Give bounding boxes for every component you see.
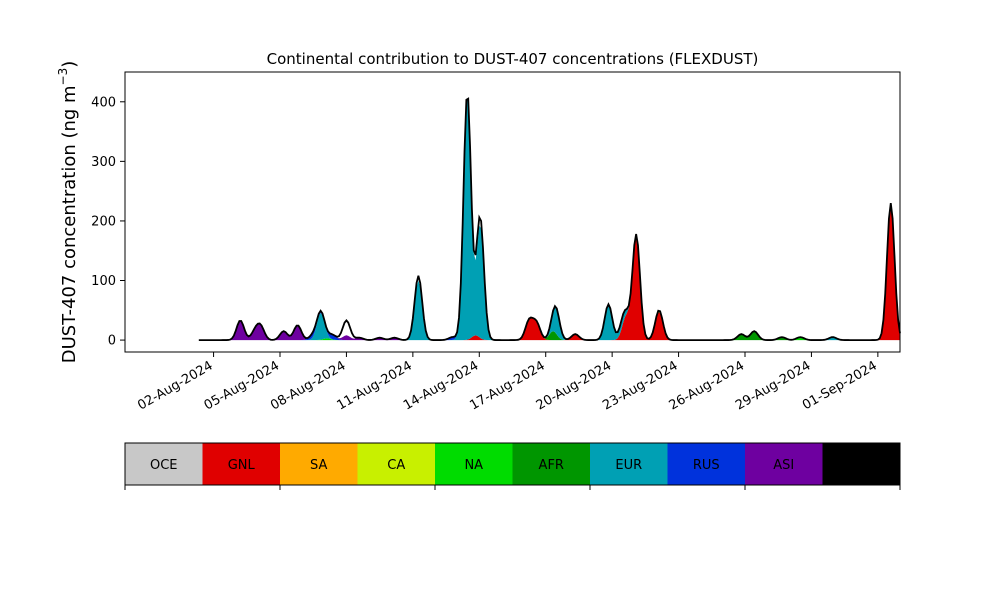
- x-tick-label: 29-Aug-2024: [733, 358, 813, 413]
- colorbar-label-aus: AUS: [848, 458, 875, 473]
- colorbar-label-gnl: GNL: [228, 458, 256, 473]
- colorbar-label-asi: ASI: [773, 458, 794, 473]
- y-axis-label: DUST-407 concentration (ng m−3): [56, 61, 80, 364]
- colorbar-swatch-eur: [590, 443, 668, 485]
- colorbar-swatch-aus: [822, 443, 901, 485]
- colorbar-swatch-oce: [125, 443, 203, 485]
- colorbar-label-sa: SA: [310, 458, 327, 473]
- y-tick-label: 200: [91, 214, 116, 229]
- y-axis-label-main: DUST-407 concentration (ng m: [59, 85, 80, 363]
- chart-title: Continental contribution to DUST-407 con…: [267, 50, 759, 68]
- colorbar-swatch-afr: [512, 443, 591, 485]
- area-rus: [198, 98, 900, 341]
- area-gnl: [198, 203, 900, 341]
- stacked-area-layers: [198, 98, 900, 341]
- colorbar-label-ca: CA: [387, 458, 405, 473]
- area-asi: [198, 98, 900, 341]
- y-axis-label-superscript: −3: [56, 68, 70, 86]
- area-na: [198, 203, 900, 341]
- colorbar-swatch-sa: [280, 443, 358, 485]
- y-axis: 0 100 200 300 400: [91, 95, 125, 349]
- colorbar-swatch-na: [435, 443, 513, 485]
- colorbar-label-na: NA: [464, 458, 483, 473]
- total-concentration-line: [198, 97, 901, 341]
- colorbar-swatch-asi: [745, 443, 823, 485]
- plot-frame: [124, 71, 901, 353]
- colorbar-swatch-gnl: [202, 443, 281, 485]
- colorbar-swatch-ca: [357, 443, 436, 485]
- y-axis-label-close: ): [59, 61, 80, 68]
- colorbar-frame: [124, 442, 901, 486]
- x-tick-label: 01-Sep-2024: [800, 358, 880, 413]
- colorbar-swatch-rus: [667, 443, 746, 485]
- y-tick-label: 100: [91, 274, 116, 289]
- colorbar-label-oce: OCE: [150, 458, 178, 473]
- y-tick-label: 0: [108, 334, 116, 349]
- colorbar-label-afr: AFR: [539, 458, 564, 473]
- colorbar-label-eur: EUR: [615, 458, 642, 473]
- x-axis: 02-Aug-202405-Aug-202408-Aug-202411-Aug-…: [135, 352, 880, 414]
- y-tick-label: 300: [91, 155, 116, 170]
- area-eur: [198, 98, 900, 341]
- colorbar-label-rus: RUS: [693, 458, 720, 473]
- area-afr: [198, 203, 900, 341]
- region-colorbar-legend: OCE GNL SA CA NA AFR EUR RUS ASI AUS: [124, 442, 901, 490]
- y-tick-label: 400: [91, 95, 116, 110]
